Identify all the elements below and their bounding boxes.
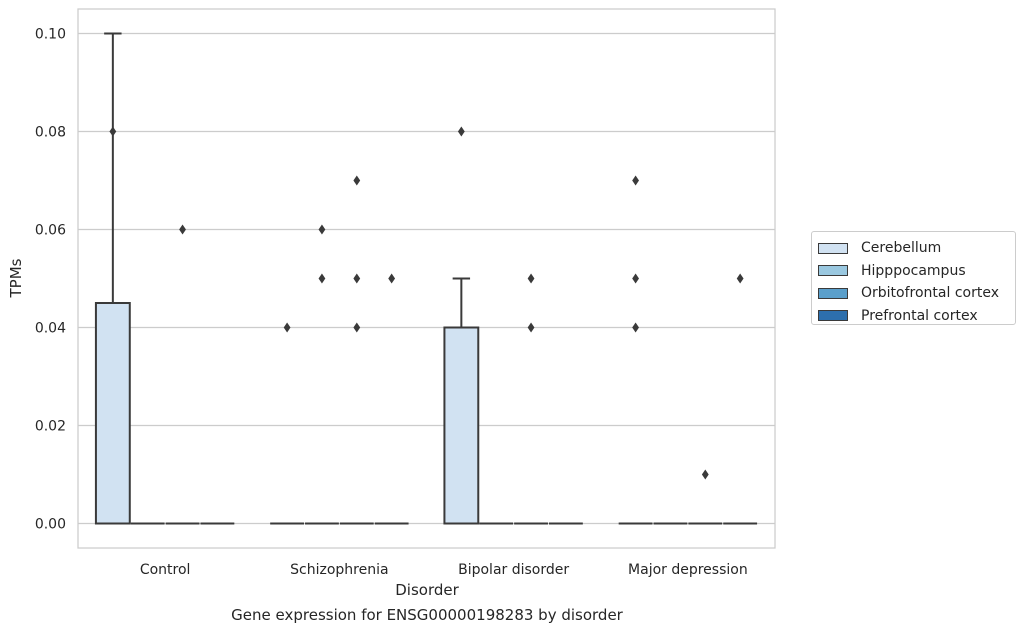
outlier-point bbox=[736, 273, 744, 284]
y-tick-label: 0.10 bbox=[35, 27, 66, 43]
y-tick-label: 0.08 bbox=[35, 125, 66, 141]
outlier-point bbox=[527, 322, 535, 333]
boxes bbox=[94, 32, 758, 525]
outlier-point bbox=[632, 175, 639, 186]
y-tick-label: 0.02 bbox=[35, 419, 66, 435]
outlier-point bbox=[457, 126, 465, 137]
legend-swatch-hippocampus bbox=[818, 265, 848, 277]
outlier-point bbox=[318, 224, 326, 235]
legend-label-orbitofrontal-cortex: Orbitofrontal cortex bbox=[861, 285, 999, 302]
box-prefrontal-cortex bbox=[374, 273, 409, 525]
outlier-point bbox=[527, 273, 535, 284]
box-cerebellum bbox=[443, 126, 480, 525]
y-axis-label: TPMs bbox=[7, 258, 25, 298]
legend-item-cerebellum: Cerebellum bbox=[818, 237, 1015, 260]
plot-frame bbox=[77, 8, 776, 549]
legend-swatch-prefrontal-cortex bbox=[818, 310, 848, 322]
legend-swatch-orbitofrontal-cortex bbox=[818, 287, 848, 299]
y-tick-labels: 0.00 0.02 0.04 0.06 0.08 0.10 bbox=[35, 27, 66, 533]
box-hipppocampus bbox=[305, 224, 339, 525]
outlier-point bbox=[179, 224, 186, 235]
legend-item-orbitofrontal-cortex: Orbitofrontal cortex bbox=[818, 282, 1015, 305]
box-orbitofrontal-cortex bbox=[165, 224, 200, 525]
legend-item-prefrontal-cortex: Prefrontal cortex bbox=[818, 305, 1015, 328]
outlier-point bbox=[109, 126, 117, 137]
box-cerebellum bbox=[94, 32, 131, 525]
x-axis-label: Disorder bbox=[395, 581, 459, 599]
outlier-point bbox=[318, 273, 326, 284]
outlier-point bbox=[701, 469, 709, 480]
legend: Cerebellum Hipppocampus Orbitofrontal co… bbox=[811, 231, 1016, 325]
legend-label-cerebellum: Cerebellum bbox=[861, 240, 942, 257]
legend-label-hippocampus: Hipppocampus bbox=[861, 262, 966, 279]
outlier-point bbox=[388, 273, 396, 284]
legend-label-prefrontal-cortex: Prefrontal cortex bbox=[861, 307, 978, 324]
figure-caption: Gene expression for ENSG00000198283 by d… bbox=[231, 606, 623, 624]
outlier-point bbox=[353, 273, 361, 284]
box-cerebellum bbox=[618, 175, 653, 525]
x-tick-label: Control bbox=[140, 562, 191, 578]
box-orbitofrontal-cortex bbox=[514, 273, 548, 525]
box-prefrontal-cortex bbox=[723, 273, 758, 525]
box-cerebellum bbox=[270, 322, 305, 525]
outlier-point bbox=[353, 322, 361, 333]
legend-swatch-cerebellum bbox=[818, 242, 848, 254]
legend-item-hippocampus: Hipppocampus bbox=[818, 260, 1015, 283]
x-tick-label: Schizophrenia bbox=[290, 562, 388, 578]
y-tick-label: 0.00 bbox=[35, 517, 66, 533]
outlier-point bbox=[632, 273, 639, 284]
y-tick-label: 0.06 bbox=[35, 223, 66, 239]
x-tick-label: Bipolar disorder bbox=[458, 562, 569, 578]
box-body bbox=[94, 302, 131, 525]
outlier-point bbox=[283, 322, 291, 333]
outlier-point bbox=[353, 175, 361, 186]
x-tick-labels: Control Schizophrenia Bipolar disorder Majo… bbox=[140, 562, 748, 578]
outlier-point bbox=[632, 322, 639, 333]
x-tick-label: Major depression bbox=[628, 562, 748, 578]
y-tick-label: 0.04 bbox=[35, 321, 66, 337]
box-orbitofrontal-cortex bbox=[688, 469, 723, 525]
box-orbitofrontal-cortex bbox=[339, 175, 374, 525]
box-body bbox=[443, 326, 480, 525]
